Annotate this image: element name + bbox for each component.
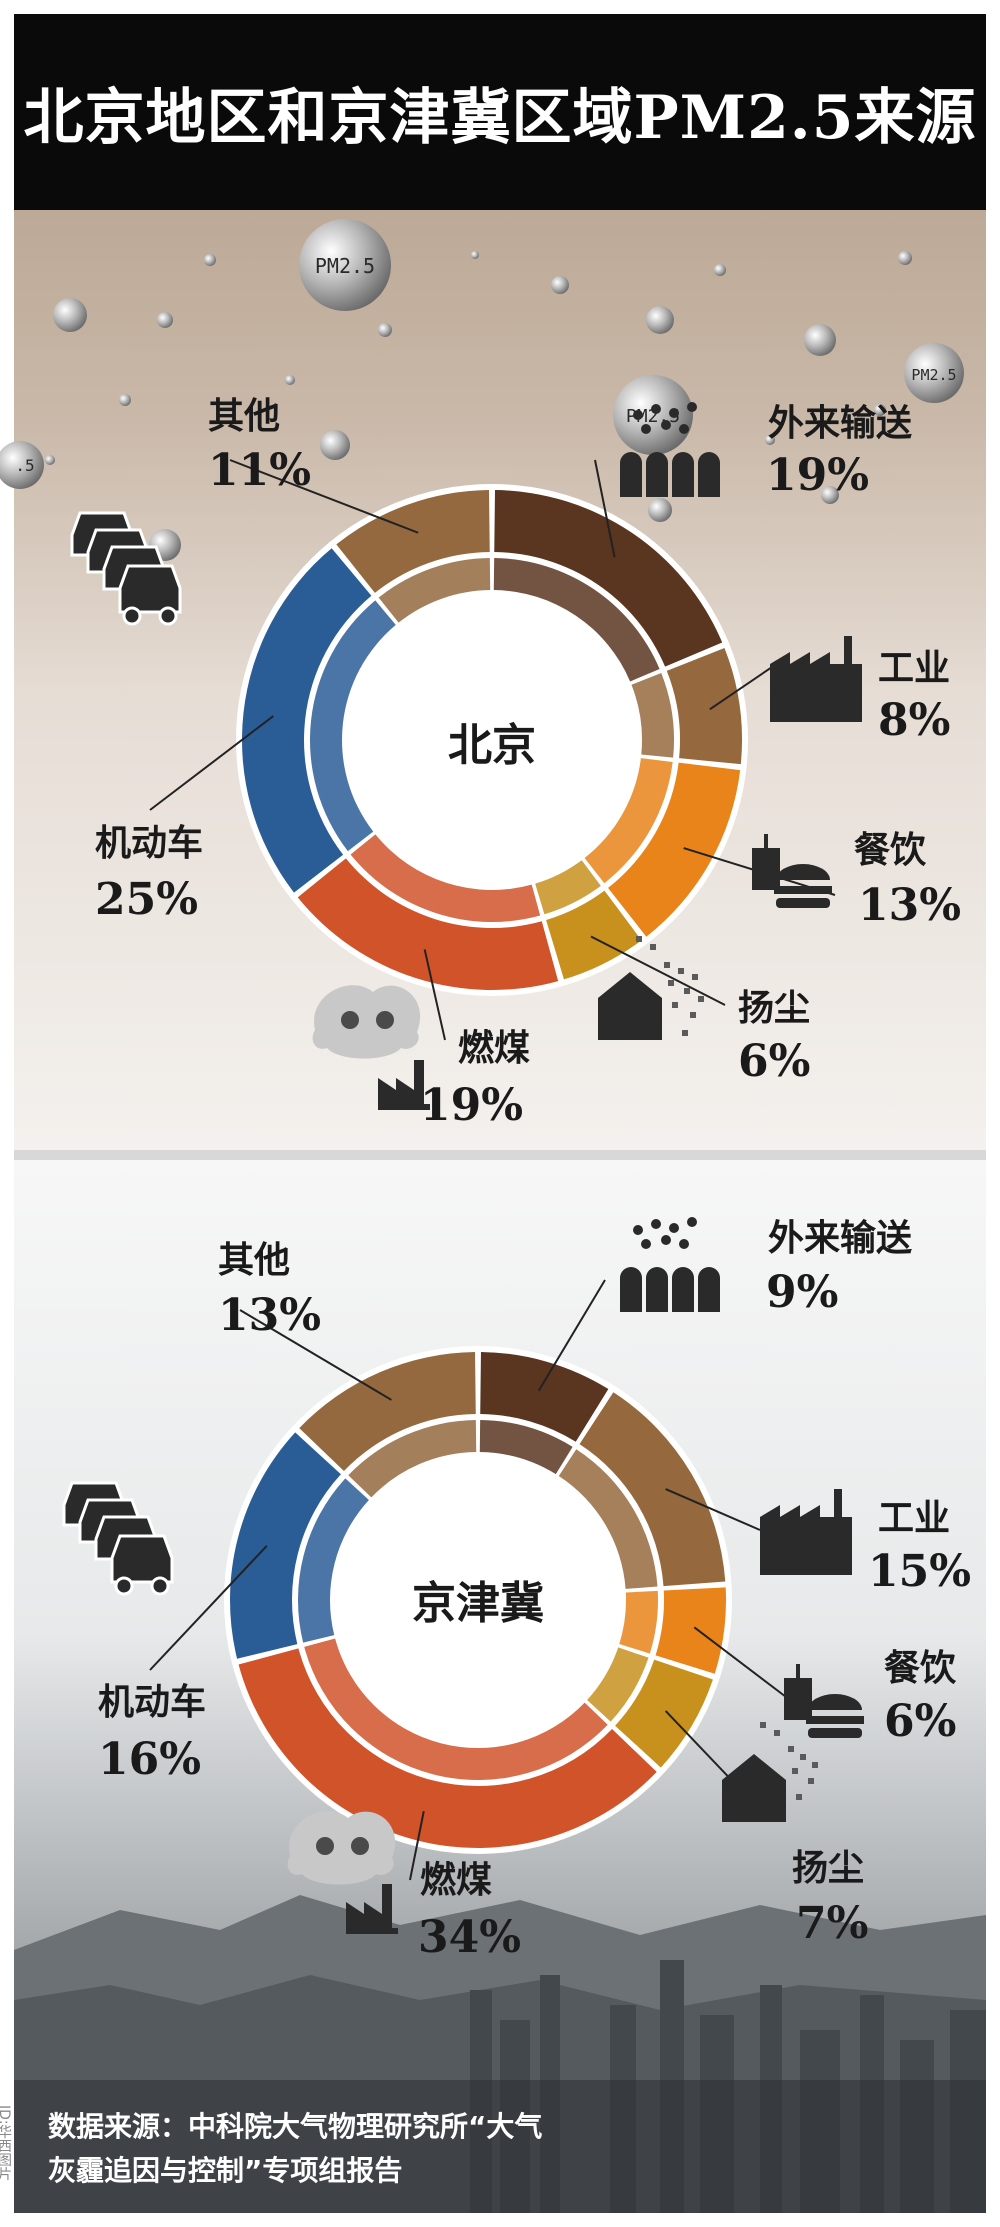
jingjinji-slices	[224, 1346, 732, 1854]
food-icon	[752, 834, 832, 908]
pollution-bubbles	[45, 251, 912, 561]
arrow-people-icon	[620, 1217, 720, 1312]
beijing-slice-coal	[297, 858, 559, 991]
beijing-leader-vehicle	[149, 715, 274, 811]
beijing-label-dust: 扬尘	[738, 988, 810, 1029]
factory-icon	[770, 636, 862, 722]
beijing-slices	[236, 484, 748, 996]
jingjinji-value-transport: 9%	[766, 1267, 838, 1318]
beijing-center-label: 北京	[448, 720, 536, 771]
beijing-value-coal: 19%	[420, 1080, 523, 1131]
jingjinji-label-industry: 工业	[878, 1498, 950, 1539]
jingjinji-slice-inner-catering	[619, 1590, 658, 1654]
title-bar: 北京地区和京津冀区域PM2.5来源	[14, 14, 986, 210]
beijing-leader-other	[229, 459, 419, 534]
data-source-line2: 灰霾追因与控制”专项组报告	[48, 2154, 403, 2187]
pm25-bubble-label: PM2.5	[911, 366, 956, 384]
beijing-label-transport: 外来输送	[768, 403, 912, 444]
jingjinji-leader-vehicle	[149, 1545, 268, 1671]
jingjinji-label-dust: 扬尘	[792, 1848, 864, 1889]
beijing-slice-catering	[608, 762, 741, 937]
jingjinji-donut-chart: 京津冀 外来输送 9% 工业 15% 餐饮	[62, 1217, 971, 1963]
beijing-slice-inner-vehicle	[309, 600, 396, 852]
beijing-slice-vehicle	[242, 548, 372, 893]
jingjinji-slice-inner-industry	[558, 1449, 658, 1589]
jingjinji-label-vehicle: 机动车	[98, 1682, 206, 1723]
jingjinji-slice-inner-dust	[587, 1647, 649, 1722]
beijing-label-catering: 餐饮	[854, 830, 927, 871]
beijing-leader-transport	[594, 459, 616, 558]
jingjinji-slice-inner-coal	[304, 1638, 608, 1780]
pm25-bubble-labels: PM2.5 PM2.5 PM2.5 .5	[0, 219, 964, 489]
pm25-bubble-label: PM2.5	[315, 254, 375, 278]
jingjinji-slice-inner-vehicle	[298, 1478, 369, 1643]
jingjinji-value-vehicle: 16%	[98, 1734, 201, 1785]
beijing-leader-coal	[423, 949, 446, 1041]
beijing-label-coal: 燃煤	[458, 1028, 530, 1069]
beijing-label-other: 其他	[208, 396, 280, 437]
jingjinji-center-label: 京津冀	[412, 1578, 544, 1629]
beijing-slice-inner-dust	[535, 860, 601, 915]
jingjinji-leader-transport	[537, 1279, 606, 1392]
dust-house-icon	[598, 936, 704, 1040]
coal-factory-icon	[287, 1811, 398, 1934]
beijing-value-other: 11%	[208, 445, 311, 496]
jingjinji-donut-hole	[334, 1456, 622, 1744]
beijing-slice-inner-transport	[493, 558, 660, 682]
beijing-slice-inner-industry	[631, 673, 674, 758]
jingjinji-label-transport: 外来输送	[768, 1218, 912, 1259]
beijing-leader-dust	[590, 935, 726, 1006]
jingjinji-slice-other	[299, 1352, 476, 1472]
jingjinji-slice-dust	[615, 1659, 713, 1768]
jingjinji-slice-inner-transport	[479, 1420, 573, 1475]
jingjinji-label-coal: 燃煤	[420, 1860, 492, 1901]
jingjinji-leader-coal	[409, 1810, 425, 1881]
food-icon	[784, 1664, 864, 1738]
beijing-value-industry: 8%	[878, 695, 950, 746]
beijing-label-industry: 工业	[878, 648, 950, 689]
cars-icon	[62, 1481, 174, 1596]
jingjinji-leader-industry	[665, 1488, 761, 1531]
cars-icon	[70, 511, 182, 626]
beijing-slice-inner-catering	[584, 758, 673, 884]
beijing-value-vehicle: 25%	[95, 874, 198, 925]
jingjinji-leader-other	[239, 1309, 392, 1401]
jingjinji-slice-coal	[238, 1648, 657, 1848]
jingjinji-value-other: 13%	[218, 1290, 321, 1341]
dust-house-icon	[722, 1722, 818, 1822]
photo-credit: ID:华西图片	[0, 2105, 12, 2181]
jingjinji-value-industry: 15%	[868, 1546, 971, 1597]
beijing-slice-inner-other	[378, 558, 491, 623]
jingjinji-slice-transport	[480, 1352, 609, 1442]
beijing-slice-other	[336, 490, 490, 593]
jingjinji-slice-industry	[579, 1392, 726, 1587]
pm25-bubble-label: .5	[15, 456, 34, 475]
beijing-value-transport: 19%	[766, 450, 869, 501]
factory-icon	[760, 1489, 852, 1575]
data-source-line1: 数据来源：中科院大气物理研究所“大气	[48, 2110, 543, 2143]
jingjinji-label-other: 其他	[218, 1240, 290, 1281]
beijing-leader-industry	[709, 664, 776, 711]
beijing-slice-transport	[494, 490, 723, 667]
beijing-slice-industry	[666, 648, 742, 765]
jingjinji-value-catering: 6%	[884, 1696, 956, 1747]
beijing-donut-hole	[346, 594, 638, 886]
beijing-value-dust: 6%	[738, 1036, 810, 1087]
coal-factory-icon	[312, 985, 430, 1110]
beijing-value-catering: 13%	[858, 880, 961, 931]
jingjinji-value-coal: 34%	[418, 1912, 521, 1963]
jingjinji-slice-vehicle	[230, 1432, 341, 1659]
jingjinji-slice-catering	[655, 1587, 726, 1674]
jingjinji-leader-catering	[693, 1626, 791, 1701]
beijing-slice-dust	[546, 890, 642, 980]
jingjinji-slice-inner-other	[348, 1420, 477, 1498]
beijing-slice-inner-coal	[350, 834, 541, 922]
arrow-people-icon	[620, 402, 720, 497]
jingjinji-label-catering: 餐饮	[884, 1648, 957, 1689]
page-title: 北京地区和京津冀区域PM2.5来源	[23, 82, 977, 153]
jingjinji-value-dust: 7%	[796, 1898, 868, 1949]
data-source-note: 数据来源：中科院大气物理研究所“大气 灰霾追因与控制”专项组报告	[48, 2105, 768, 2193]
beijing-label-vehicle: 机动车	[95, 823, 203, 864]
beijing-donut-chart: 北京 外来输送 19% 工业 8%	[70, 396, 961, 1131]
